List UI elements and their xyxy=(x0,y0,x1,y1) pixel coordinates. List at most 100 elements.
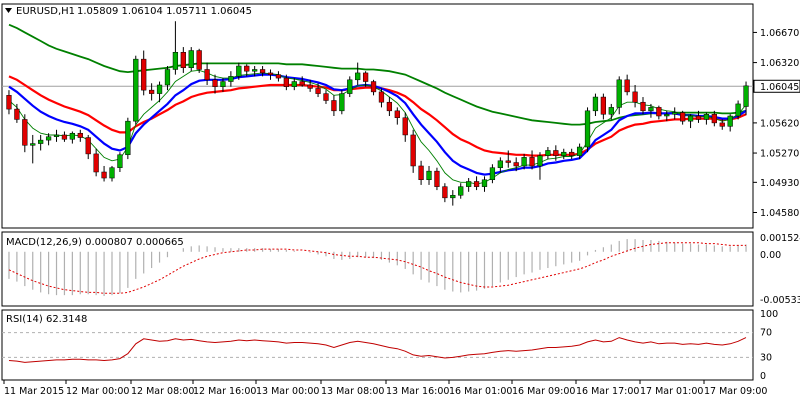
candle xyxy=(434,167,440,191)
candle xyxy=(148,83,155,101)
candle xyxy=(30,134,36,164)
candle xyxy=(141,50,147,96)
rsi-level-label: 30 xyxy=(760,352,772,363)
rsi-title: RSI(14) 62.3148 xyxy=(6,314,87,325)
ohlc-readout: 1.05809 1.06104 1.05711 1.06045 xyxy=(77,6,252,17)
candle-body xyxy=(703,114,710,120)
candle-body xyxy=(109,167,115,179)
candle xyxy=(410,129,416,173)
candle-body xyxy=(719,122,725,127)
price-tick-label: 1.05270 xyxy=(760,149,799,160)
candle-body xyxy=(275,74,282,79)
candle xyxy=(196,48,202,73)
candle xyxy=(592,93,599,116)
candle xyxy=(315,83,321,98)
macd-top-label: 0.001524 xyxy=(760,233,800,244)
candle xyxy=(45,133,52,146)
candle xyxy=(101,165,107,182)
candle xyxy=(458,183,464,199)
time-label: 12 Mar 00:00 xyxy=(66,386,129,397)
candle-body xyxy=(125,120,131,156)
candle-body xyxy=(656,107,662,117)
candle-body xyxy=(93,153,99,173)
time-label: 16 Mar 01:00 xyxy=(449,386,512,397)
price-tick-label: 1.05620 xyxy=(760,118,799,129)
candle-body xyxy=(101,171,107,179)
time-label: 12 Mar 16:00 xyxy=(193,386,256,397)
candle xyxy=(323,90,329,104)
candle-body xyxy=(711,114,717,124)
candle xyxy=(561,148,567,160)
candle xyxy=(608,103,614,120)
candle-body xyxy=(394,110,400,118)
candle xyxy=(283,74,289,91)
candle-body xyxy=(426,170,432,181)
candle xyxy=(672,107,678,120)
candle-body xyxy=(172,51,179,70)
candle-body xyxy=(85,137,91,155)
candle-body xyxy=(434,170,440,187)
candle-body xyxy=(148,89,155,94)
symbol-dropdown-icon[interactable] xyxy=(5,8,12,13)
price-panel xyxy=(6,21,749,206)
candle xyxy=(117,152,123,172)
candle-body xyxy=(378,91,385,103)
candle xyxy=(418,160,424,185)
candle-body xyxy=(624,79,630,93)
candle-body xyxy=(497,160,503,168)
candle-body xyxy=(299,81,305,86)
macd-signal-line xyxy=(8,242,746,294)
candle-body xyxy=(569,151,575,156)
candle xyxy=(77,129,83,142)
candle xyxy=(244,64,250,77)
candle xyxy=(600,93,607,120)
candle xyxy=(442,183,448,203)
candle xyxy=(378,88,385,108)
candle-body xyxy=(680,112,686,122)
candle xyxy=(212,74,218,94)
candle xyxy=(307,79,313,92)
candle xyxy=(22,114,28,153)
candle-body xyxy=(481,179,488,187)
candle xyxy=(236,62,242,80)
candle-body xyxy=(323,93,329,101)
candle xyxy=(299,76,305,87)
candle xyxy=(576,143,583,160)
candle-body xyxy=(640,101,646,112)
price-tick-label: 1.06670 xyxy=(760,28,799,39)
candle xyxy=(426,165,432,185)
ma-slow-line xyxy=(8,23,747,126)
candle xyxy=(180,47,186,73)
candle-body xyxy=(743,85,749,107)
candle xyxy=(735,100,741,120)
candle-body xyxy=(386,101,393,112)
macd-bottom-label: -0.005338 xyxy=(760,295,800,306)
candle-body xyxy=(141,58,147,91)
candle xyxy=(521,153,527,170)
macd-panel xyxy=(8,239,747,297)
macd-title: MACD(12,26,9) 0.000807 0.000665 xyxy=(6,237,184,248)
candle xyxy=(6,90,12,115)
candle xyxy=(466,178,472,192)
candle-body xyxy=(69,132,75,140)
time-axis: 11 Mar 2015 12 Mar 00:00 12 Mar 08:00 12… xyxy=(4,386,767,397)
candle xyxy=(93,148,99,177)
candle xyxy=(545,147,551,160)
candle-body xyxy=(473,181,480,187)
candle-body xyxy=(592,96,599,112)
rsi-level-label: 70 xyxy=(760,328,772,339)
candle-body xyxy=(450,195,456,199)
candle-body xyxy=(537,155,543,167)
grid xyxy=(1,3,757,384)
time-label: 13 Mar 00:00 xyxy=(256,386,319,397)
candle xyxy=(632,84,638,108)
candle xyxy=(291,78,297,91)
candle-body xyxy=(545,150,551,156)
candle xyxy=(125,117,131,160)
candle-body xyxy=(188,50,194,69)
candle-body xyxy=(600,96,607,115)
candle xyxy=(569,148,575,160)
panel-border xyxy=(1,309,754,381)
candle-body xyxy=(38,139,44,144)
candle xyxy=(347,76,353,98)
